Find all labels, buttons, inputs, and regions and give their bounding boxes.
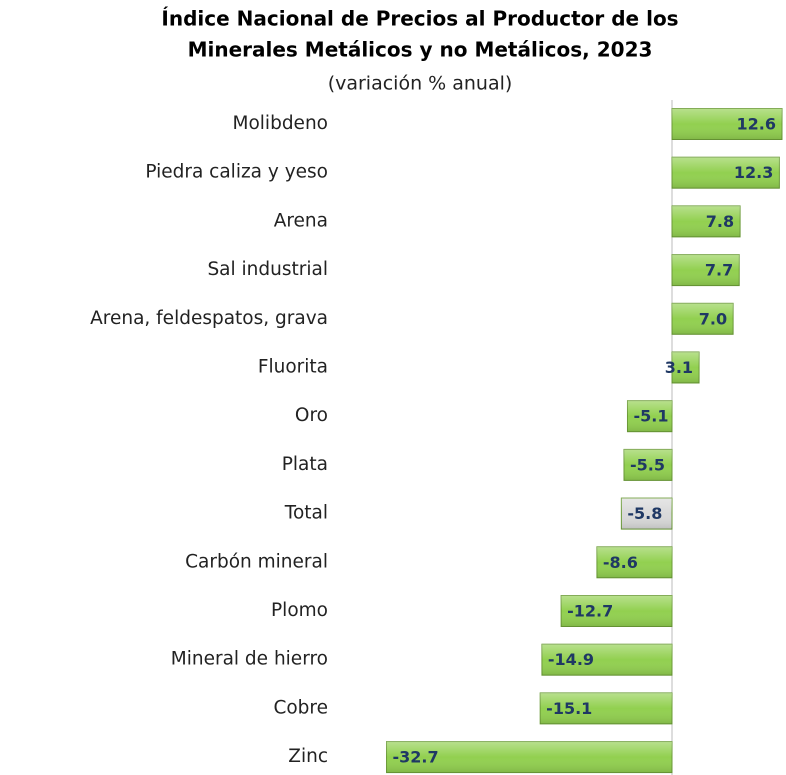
bar-shade xyxy=(672,303,734,335)
value-label: 7.0 xyxy=(699,309,727,328)
category-label: Mineral de hierro xyxy=(171,649,328,670)
value-label: -8.6 xyxy=(603,553,638,572)
value-label: -14.9 xyxy=(548,650,594,669)
category-label: Total xyxy=(284,503,328,524)
category-label: Molibdeno xyxy=(233,113,328,134)
bar-shade xyxy=(672,352,700,383)
category-label: Plata xyxy=(282,454,328,475)
value-label: -15.1 xyxy=(546,699,592,718)
value-label: -5.1 xyxy=(633,407,668,426)
value-label: 7.8 xyxy=(706,212,734,231)
bar-shade xyxy=(672,254,740,286)
bar-shade xyxy=(672,157,780,189)
bar-shade xyxy=(621,498,672,530)
category-label: Oro xyxy=(295,405,328,426)
bar-shade xyxy=(386,741,672,773)
category-label: Zinc xyxy=(288,746,328,767)
category-label: Fluorita xyxy=(258,357,328,378)
value-label: -32.7 xyxy=(393,748,439,767)
value-label: -12.7 xyxy=(567,602,613,621)
bar-shade xyxy=(541,644,672,676)
value-label: -5.8 xyxy=(627,504,662,523)
bar-shade xyxy=(623,449,672,481)
category-label: Cobre xyxy=(273,697,328,718)
value-label: 7.7 xyxy=(705,261,733,280)
category-label: Arena, feldespatos, grava xyxy=(90,308,328,329)
value-label: 3.1 xyxy=(665,358,693,377)
bar-shade xyxy=(627,400,672,432)
bar-shade xyxy=(672,205,741,237)
category-label: Arena xyxy=(274,210,328,231)
bar-shade xyxy=(540,692,672,724)
category-label: Sal industrial xyxy=(207,259,328,280)
value-label: -5.5 xyxy=(630,455,665,474)
bar-shade xyxy=(561,595,672,627)
chart-title: Índice Nacional de Precios al Productor … xyxy=(161,7,678,31)
bar-shade xyxy=(596,546,672,578)
bar-shade xyxy=(672,108,782,140)
category-label: Plomo xyxy=(271,600,328,621)
chart-subtitle: (variación % anual) xyxy=(328,73,513,95)
value-label: 12.3 xyxy=(734,163,773,182)
chart-title: Minerales Metálicos y no Metálicos, 2023 xyxy=(188,38,653,62)
category-label: Carbón mineral xyxy=(185,551,328,572)
value-label: 12.6 xyxy=(737,115,776,134)
category-label: Piedra caliza y yeso xyxy=(145,162,328,183)
